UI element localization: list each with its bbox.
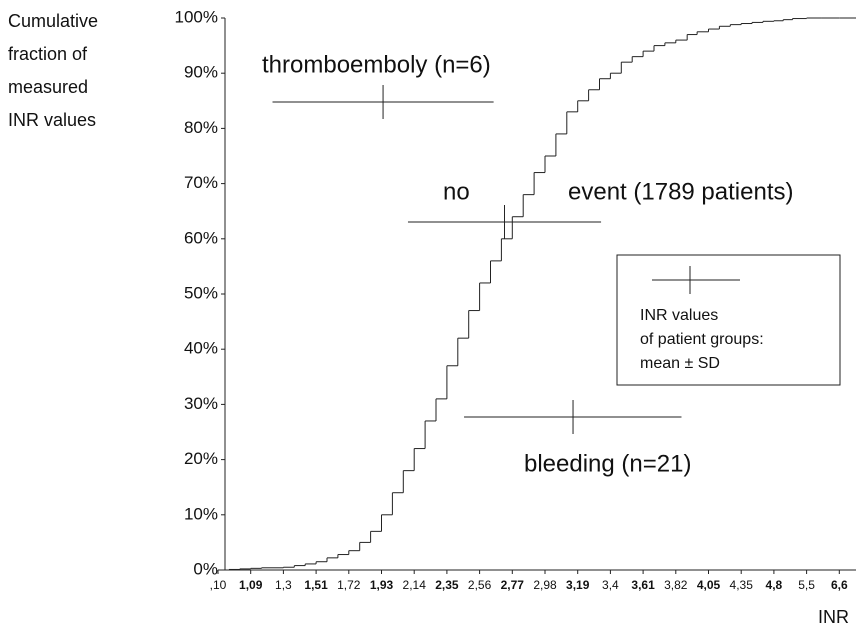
legend-text: INR values <box>640 307 718 324</box>
x-tick-label: 3,61 <box>631 578 655 592</box>
annotation: event (1789 patients) <box>568 178 793 205</box>
x-axis-label: INR <box>818 607 849 627</box>
x-tick-label: 1,3 <box>275 578 292 592</box>
x-tick-label: 1,72 <box>337 578 361 592</box>
x-tick-label: ,10 <box>210 578 227 592</box>
y-tick-label: 0% <box>193 559 218 578</box>
annotation: no <box>443 178 470 205</box>
annotation: thromboemboly (n=6) <box>262 51 491 78</box>
y-axis-label: measured <box>8 77 88 97</box>
x-tick-label: 2,56 <box>468 578 492 592</box>
x-tick-label: 1,51 <box>304 578 328 592</box>
y-tick-label: 30% <box>184 394 218 413</box>
x-tick-label: 2,14 <box>403 578 427 592</box>
y-tick-label: 90% <box>184 63 218 82</box>
y-tick-label: 10% <box>184 504 218 523</box>
y-tick-label: 80% <box>184 118 218 137</box>
x-tick-label: 3,19 <box>566 578 590 592</box>
x-tick-label: 3,4 <box>602 578 619 592</box>
x-tick-label: 4,8 <box>766 578 783 592</box>
y-tick-label: 40% <box>184 339 218 358</box>
annotation: bleeding (n=21) <box>524 450 691 477</box>
y-axis-label: fraction of <box>8 44 88 64</box>
legend-box <box>616 254 841 386</box>
y-tick-label: 100% <box>175 7 218 26</box>
y-tick-label: 70% <box>184 173 218 192</box>
x-tick-label: 3,82 <box>664 578 688 592</box>
x-tick-label: 5,5 <box>798 578 815 592</box>
y-tick-label: 20% <box>184 449 218 468</box>
legend-text: mean ± SD <box>640 355 720 372</box>
y-tick-label: 50% <box>184 283 218 302</box>
x-tick-label: 4,35 <box>730 578 754 592</box>
x-tick-label: 1,93 <box>370 578 394 592</box>
x-tick-label: 4,05 <box>697 578 721 592</box>
x-tick-label: 2,35 <box>435 578 459 592</box>
x-tick-label: 2,98 <box>533 578 557 592</box>
y-axis-label: Cumulative <box>8 11 98 31</box>
step-riser <box>228 18 808 570</box>
legend-text: of patient groups: <box>640 331 764 348</box>
y-tick-label: 60% <box>184 228 218 247</box>
x-tick-label: 1,09 <box>239 578 263 592</box>
y-axis-label: INR values <box>8 110 96 130</box>
x-tick-label: 6,6 <box>831 578 848 592</box>
x-tick-label: 2,77 <box>501 578 525 592</box>
